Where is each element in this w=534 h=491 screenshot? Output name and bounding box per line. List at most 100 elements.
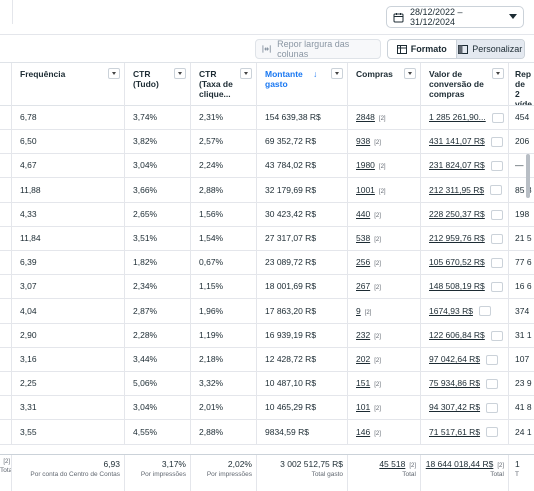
conversion-value-link[interactable]: 212 959,76 R$	[429, 233, 485, 243]
header-purchases-label: Compras	[356, 69, 393, 79]
customize-button[interactable]: Personalizar	[455, 40, 524, 58]
header-ctr-link-label: CTR (Taxa de clique...	[199, 69, 233, 99]
table-row[interactable]: 3,07 2,34% 1,15% 18 001,69 R$ 267 [2] 148 508,…	[0, 274, 534, 300]
header-video-plays[interactable]: Rep de 2 víde	[509, 63, 534, 105]
ctr-all-cell: 2,34%	[125, 274, 191, 299]
frequency-cell: 4,33	[12, 201, 125, 226]
header-name-column	[0, 63, 12, 105]
expand-icon[interactable]	[486, 427, 499, 438]
purchases-link[interactable]: 440	[356, 208, 371, 219]
table-row[interactable]: 4,67 3,04% 2,24% 43 784,02 R$ 1980 [2] 231 824…	[0, 153, 534, 179]
conversion-value-link[interactable]: 212 311,95 R$	[429, 184, 485, 195]
frequency-cell: 11,88	[12, 177, 125, 202]
purchases-link[interactable]: 938	[356, 136, 371, 147]
purchases-link[interactable]: 146	[356, 426, 371, 437]
name-cell	[0, 322, 12, 347]
conversion-value-link[interactable]: 231 824,07 R$	[429, 160, 485, 171]
header-ctr-link[interactable]: CTR (Taxa de clique...	[191, 63, 257, 105]
purchases-link[interactable]: 232	[356, 329, 371, 340]
conversion-value-cell: 212 311,95 R$	[421, 177, 509, 202]
purchases-link[interactable]: 202	[356, 354, 371, 364]
ctr-all-cell: 2,28%	[125, 322, 191, 347]
purchases-link[interactable]: 9	[356, 305, 361, 316]
column-menu-button[interactable]	[331, 68, 343, 79]
header-frequency[interactable]: Frequência	[12, 63, 125, 105]
amount-spent-cell-value: 30 423,42 R$	[265, 208, 317, 219]
video-plays-cell: 206	[509, 129, 534, 153]
expand-icon[interactable]	[490, 330, 503, 341]
conversion-value-link[interactable]: 97 042,64 R$	[429, 354, 481, 364]
expand-icon[interactable]	[486, 378, 499, 389]
purchases-link[interactable]: 1001	[356, 184, 375, 195]
expand-icon[interactable]	[490, 185, 503, 196]
conversion-value-link[interactable]: 431 141,07 R$	[429, 136, 485, 147]
table-row[interactable]: 6,50 3,82% 2,57% 69 352,72 R$ 938 [2] 431 141,…	[0, 129, 534, 155]
table-row[interactable]: 4,33 2,65% 1,56% 30 423,42 R$ 440 [2] 228 250,…	[0, 201, 534, 227]
ctr-link-cell: 2,57%	[191, 129, 257, 154]
expand-icon[interactable]	[490, 282, 503, 293]
expand-icon[interactable]	[490, 136, 503, 147]
reset-column-width-button[interactable]: Repor largura das colunas	[255, 39, 381, 59]
conversion-value-link[interactable]: 105 670,52 R$	[429, 257, 485, 268]
purchases-link[interactable]: 101	[356, 402, 371, 413]
purchases-cell: 1001 [2]	[348, 177, 421, 202]
conversion-value-link[interactable]: 71 517,61 R$	[429, 426, 481, 437]
purchases-link[interactable]: 2848	[356, 112, 375, 122]
ctr-all-cell: 3,44%	[125, 347, 191, 371]
frequency-cell-value: 3,31	[20, 402, 37, 413]
header-purchase-conversion-value[interactable]: Valor de conversão de compras	[421, 63, 509, 105]
video-plays-cell-value: 454	[515, 112, 530, 122]
conversion-value-link[interactable]: 148 508,19 R$	[429, 281, 485, 292]
conversion-value-link[interactable]: 122 606,84 R$	[429, 329, 485, 340]
table-row[interactable]: 6,78 3,74% 2,31% 154 639,38 R$ 2848 [2] 1 285 …	[0, 105, 534, 130]
footer-video-plays: 1 T	[509, 455, 534, 491]
expand-icon[interactable]	[490, 233, 503, 244]
date-range-picker[interactable]: 28/12/2022 – 31/12/2024	[386, 6, 524, 28]
table-row[interactable]: 4,04 2,87% 1,96% 17 863,20 R$ 9 [2] 1674,93 R$…	[0, 298, 534, 324]
header-ctr-all[interactable]: CTR (Tudo)	[125, 63, 191, 105]
expand-icon[interactable]	[478, 306, 491, 317]
purchases-cell: 938 [2]	[348, 129, 421, 154]
video-plays-cell-value: 206	[515, 136, 530, 147]
video-plays-cell: —	[509, 153, 534, 177]
table-row[interactable]: 3,31 3,04% 2,01% 10 465,29 R$ 101 [2] 94 307,4…	[0, 395, 534, 421]
table-row[interactable]: 6,39 1,82% 0,67% 23 089,72 R$ 256 [2] 105 670,…	[0, 250, 534, 276]
column-menu-button[interactable]	[174, 68, 186, 79]
expand-icon[interactable]	[490, 209, 503, 220]
column-menu-button[interactable]	[108, 68, 120, 79]
purchases-link[interactable]: 256	[356, 257, 371, 268]
purchases-link[interactable]: 151	[356, 378, 371, 389]
conversion-value-link[interactable]: 1674,93 R$	[429, 305, 473, 316]
expand-icon[interactable]	[491, 112, 504, 123]
format-button[interactable]: Formato	[388, 40, 456, 58]
table-row[interactable]: 2,25 5,06% 3,32% 10 487,10 R$ 151 [2] 75 934,8…	[0, 371, 534, 397]
purchases-link[interactable]: 1980	[356, 160, 375, 171]
table-row[interactable]: 11,84 3,51% 1,54% 27 317,07 R$ 538 [2] 212 959…	[0, 226, 534, 251]
expand-icon[interactable]	[490, 161, 503, 172]
expand-icon[interactable]	[486, 354, 499, 365]
column-menu-button[interactable]	[404, 68, 416, 79]
amount-spent-cell-value: 16 939,19 R$	[265, 329, 317, 340]
table-row[interactable]: 3,55 4,55% 2,88% 9834,59 R$ 146 [2] 71 517,61 …	[0, 419, 534, 445]
table-row[interactable]: 3,16 3,44% 2,18% 12 428,72 R$ 202 [2] 97 042,6…	[0, 347, 534, 372]
frequency-cell: 6,39	[12, 250, 125, 275]
scrollbar-thumb[interactable]	[526, 154, 530, 198]
frequency-cell-value: 3,07	[20, 281, 37, 292]
purchases-link[interactable]: 538	[356, 233, 371, 243]
conversion-value-link[interactable]: 1 285 261,90...	[429, 112, 486, 122]
conversion-value-link[interactable]: 228 250,37 R$	[429, 208, 485, 219]
footer-conversion-value-value[interactable]: 18 644 018,44 R$	[425, 459, 494, 469]
attribution-badge: [2]	[378, 164, 386, 171]
conversion-value-link[interactable]: 75 934,86 R$	[429, 378, 481, 389]
footer-purchases-value[interactable]: 45 518	[379, 459, 406, 469]
purchases-link[interactable]: 267	[356, 281, 371, 292]
table-row[interactable]: 2,90 2,28% 1,19% 16 939,19 R$ 232 [2] 122 606,…	[0, 322, 534, 348]
column-menu-button[interactable]	[492, 68, 504, 79]
header-purchases[interactable]: Compras	[348, 63, 421, 105]
table-row[interactable]: 11,88 3,66% 2,88% 32 179,69 R$ 1001 [2] 212 31…	[0, 177, 534, 203]
column-menu-button[interactable]	[240, 68, 252, 79]
expand-icon[interactable]	[490, 257, 503, 268]
header-amount-spent[interactable]: Montante gasto ↓	[257, 63, 348, 105]
conversion-value-link[interactable]: 94 307,42 R$	[429, 402, 481, 413]
expand-icon[interactable]	[486, 403, 499, 414]
